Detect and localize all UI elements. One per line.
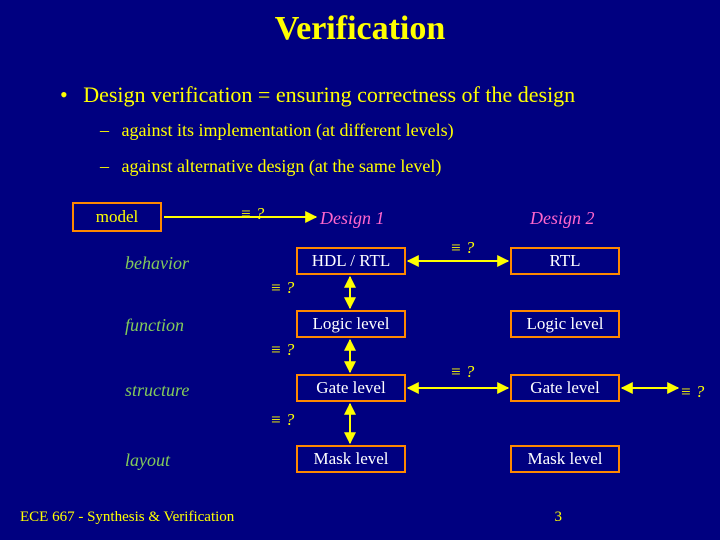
bullet-dash-icon: –	[100, 156, 109, 176]
d2-box-2: Gate level	[510, 374, 620, 402]
bullet-main-text: Design verification = ensuring correctne…	[83, 82, 575, 107]
d2-box-3: Mask level	[510, 445, 620, 473]
bullet-sub-1: – against its implementation (at differe…	[100, 120, 454, 141]
equiv-v1-1: ≡ ?	[270, 278, 294, 298]
slide-number: 3	[555, 509, 563, 526]
bullet-sub-2: – against alternative design (at the sam…	[100, 156, 441, 177]
row-label-layout: layout	[125, 450, 170, 471]
bullet-sub1-text: against its implementation (at different…	[122, 120, 454, 140]
bullet-main: • Design verification = ensuring correct…	[60, 82, 575, 108]
bullet-sub2-text: against alternative design (at the same …	[122, 156, 442, 176]
design2-header: Design 2	[530, 208, 595, 229]
equiv-h-2: ≡ ?	[450, 362, 474, 382]
design1-header: Design 1	[320, 208, 385, 229]
equiv-model: ≡ ?	[240, 204, 264, 224]
row-label-function: function	[125, 315, 184, 336]
equiv-v1-2: ≡ ?	[270, 340, 294, 360]
model-box: model	[72, 202, 162, 232]
slide: { "title": "Verification", "bullets": { …	[0, 0, 720, 540]
row-label-behavior: behavior	[125, 253, 189, 274]
d2-box-1: Logic level	[510, 310, 620, 338]
d1-box-1: Logic level	[296, 310, 406, 338]
d1-box-3: Mask level	[296, 445, 406, 473]
slide-title: Verification	[0, 0, 720, 48]
d1-box-0: HDL / RTL	[296, 247, 406, 275]
equiv-h-1: ≡ ?	[450, 238, 474, 258]
row-label-structure: structure	[125, 380, 189, 401]
footer-left: ECE 667 - Synthesis & Verification	[20, 509, 234, 526]
bullet-dash-icon: –	[100, 120, 109, 140]
equiv-v1-3: ≡ ?	[270, 410, 294, 430]
d2-box-0: RTL	[510, 247, 620, 275]
equiv-far: ≡ ?	[680, 382, 704, 402]
bullet-dot-icon: •	[60, 82, 68, 107]
d1-box-2: Gate level	[296, 374, 406, 402]
